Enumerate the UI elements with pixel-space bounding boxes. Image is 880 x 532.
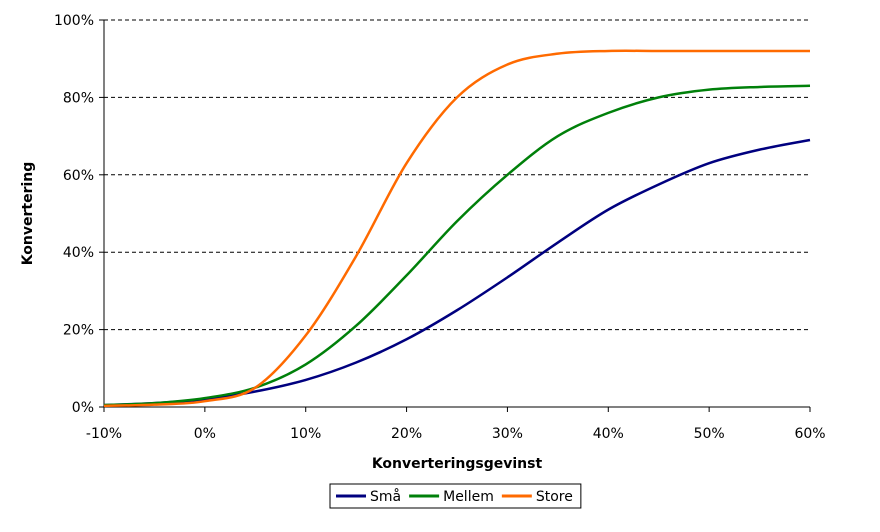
series-line-store [103, 49, 810, 408]
x-tick-label: 20% [391, 426, 422, 442]
x-tick-label: 40% [593, 426, 624, 442]
x-tick-label: -10% [86, 426, 122, 442]
y-tick-label: 100% [54, 13, 94, 29]
x-axis-title: Konverteringsgevinst [372, 456, 543, 472]
y-tick-label: 60% [63, 168, 94, 184]
series-lines [103, 49, 811, 408]
x-tick-label: 0% [194, 426, 216, 442]
legend-box [329, 483, 582, 509]
grid-lines [104, 19, 810, 331]
x-tick-label: 60% [794, 426, 825, 442]
axes [99, 19, 811, 412]
x-tick-label: 50% [694, 426, 725, 442]
y-tick-label: 40% [63, 245, 94, 261]
y-tick-label: 0% [72, 400, 94, 416]
legend: Små Mellem Store [329, 483, 582, 509]
y-tick-label: 80% [63, 90, 94, 106]
legend-label: Små [370, 488, 401, 505]
legend-label: Mellem [443, 489, 494, 505]
x-tick-label: 30% [492, 426, 523, 442]
y-tick-label: 20% [63, 323, 94, 339]
tick-labels: 0% 20% 40% 60% 80% 100% -10% 0% 10% 20% 30% 40% 50% 6… [54, 13, 826, 442]
legend-label: Store [536, 489, 573, 505]
x-tick-label: 10% [290, 426, 321, 442]
y-axis-title: Konvertering [20, 162, 36, 266]
series-line-mellem [103, 84, 811, 407]
series-line-små [103, 138, 811, 407]
